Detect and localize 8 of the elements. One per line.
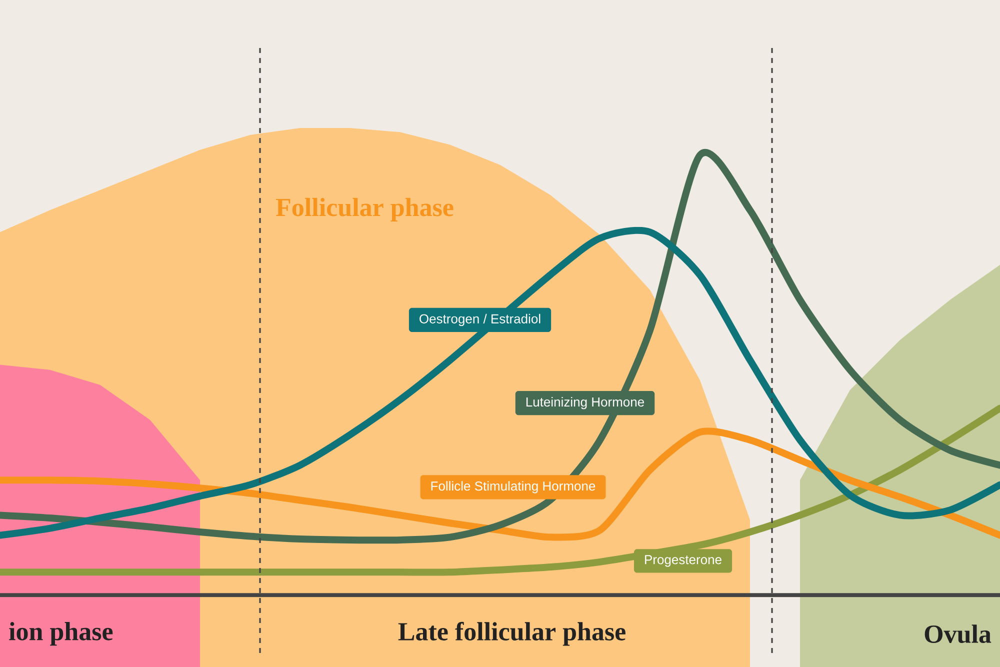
series-label: Oestrogen / Estradiol	[420, 314, 540, 326]
text: Late follicular phase	[398, 622, 626, 646]
text: Follicle Stimulating Hormone	[431, 481, 596, 494]
text: Ovula	[924, 624, 992, 644]
series-label: Luteinizing Hormone	[526, 397, 644, 410]
text: ion phase	[9, 622, 113, 646]
series-label: Progesterone	[645, 555, 722, 567]
annotation: Follicular phase	[276, 198, 454, 222]
